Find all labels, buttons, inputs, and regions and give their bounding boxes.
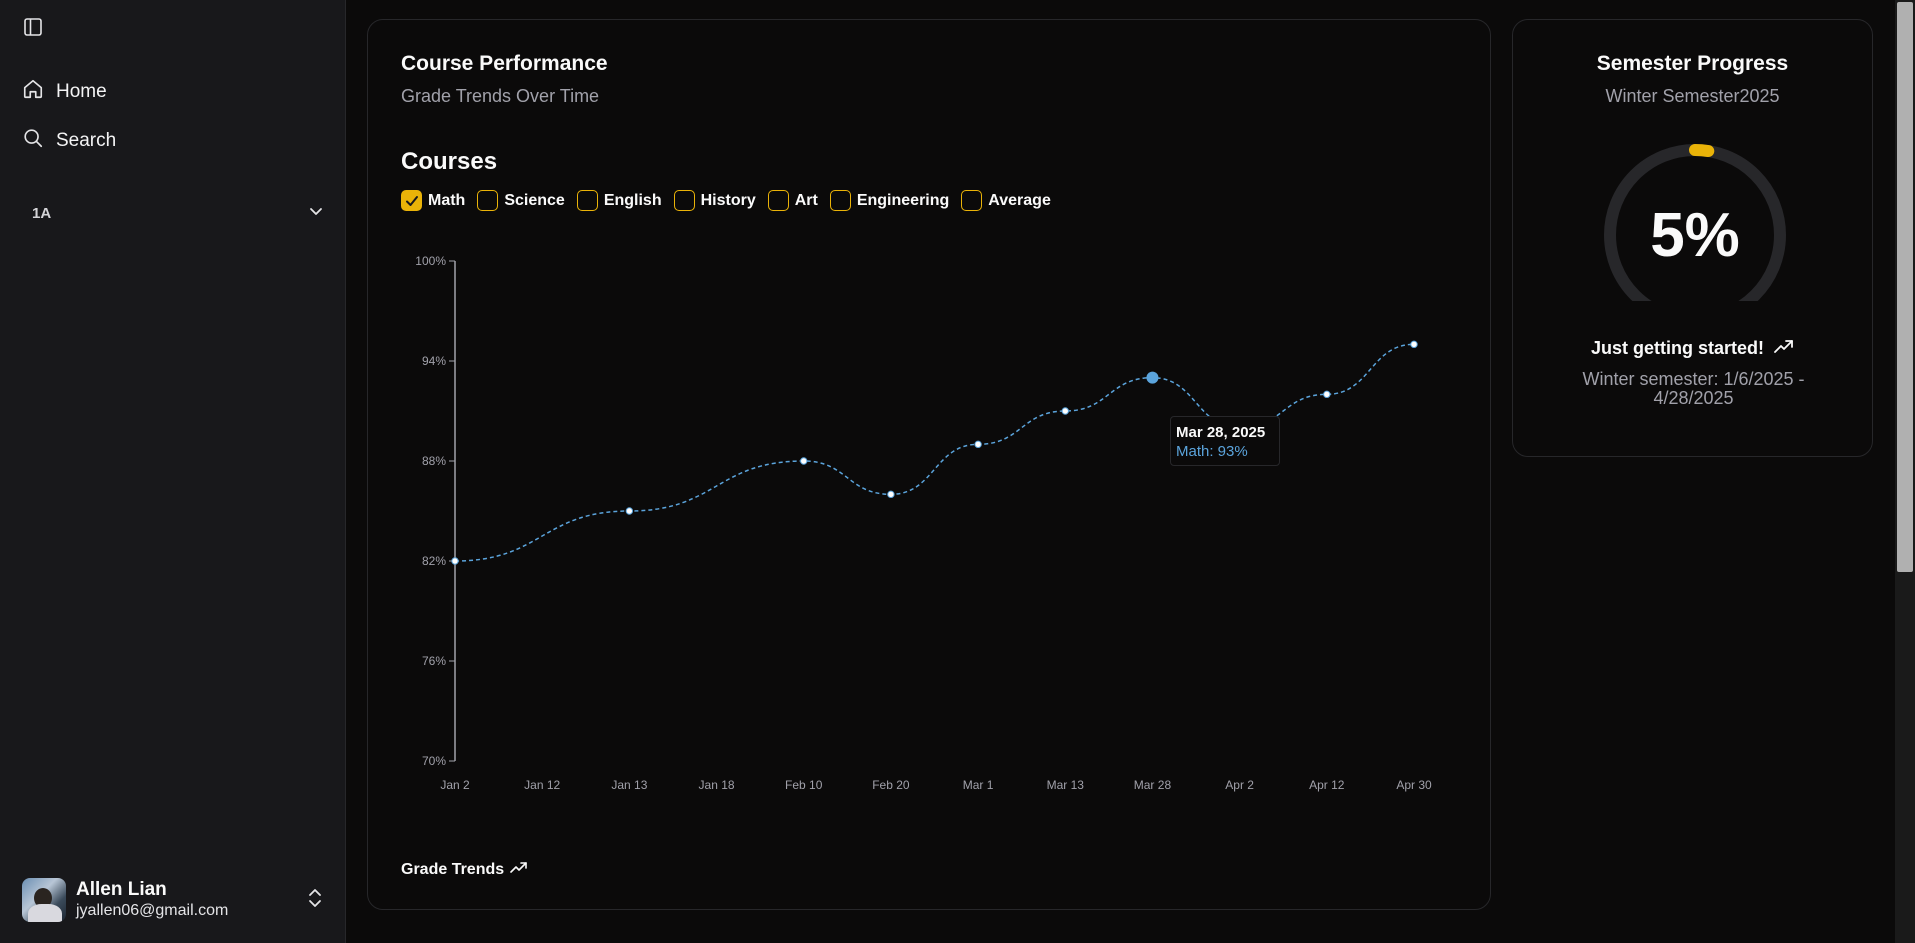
data-point [887, 490, 895, 499]
data-point [451, 557, 459, 565]
checkbox-english[interactable] [576, 190, 598, 211]
data-point [1323, 390, 1331, 399]
progress-percent: 5% [1650, 200, 1740, 270]
data-point [974, 440, 982, 449]
sidebar-item-label: Home [56, 81, 107, 102]
progress-status: Just getting started! [1513, 338, 1872, 359]
tooltip-date: Mar 28, 2025 [1176, 424, 1266, 441]
checkbox-math[interactable] [401, 190, 422, 211]
filter-history[interactable]: History [673, 190, 756, 211]
tooltip-value: Math: 93% [1176, 443, 1248, 460]
sidebar-toggle-icon[interactable] [22, 16, 44, 38]
x-tick-label: Jan 12 [524, 778, 560, 792]
grade-trend-chart: 70% 76% 82% 88% 94% 100% Jan 2 Jan 12 Jan 13 Jan … [415, 254, 1432, 792]
x-tick-label: Jan 18 [699, 778, 735, 792]
x-tick-label: Feb 10 [785, 778, 823, 792]
data-point [800, 457, 808, 465]
trending-up-icon [510, 860, 528, 879]
page-scrollbar[interactable] [1895, 0, 1915, 943]
filter-math[interactable]: Math [401, 190, 465, 211]
chevron-up-down-icon [306, 887, 324, 914]
filter-label: English [603, 191, 662, 209]
filter-label: Science [504, 191, 565, 209]
ring-mask [1600, 301, 1790, 330]
avatar [22, 878, 66, 922]
user-info: Allen Lian jyallen06@gmail.com [76, 879, 306, 921]
filter-art[interactable]: Art [767, 190, 818, 211]
filter-label: Average [988, 191, 1051, 209]
series-line-math [454, 343, 1415, 562]
x-tick-label: Mar 28 [1134, 778, 1172, 792]
filter-english[interactable]: English [576, 190, 662, 211]
x-tick-label: Jan 13 [611, 778, 647, 792]
filter-label: Math [428, 191, 466, 209]
y-tick-label: 82% [422, 554, 446, 568]
filter-science[interactable]: Science [477, 190, 565, 211]
card-title: Course Performance [401, 52, 608, 75]
x-tick-label: Apr 12 [1309, 778, 1345, 792]
data-point [1410, 340, 1418, 349]
progress-ring: 5% [1600, 140, 1790, 330]
x-tick-label: Feb 20 [872, 778, 910, 792]
data-point [625, 507, 634, 515]
semester-date-range: Winter semester: 1/6/2025 - 4/28/2025 [1582, 369, 1805, 408]
x-tick-label: Apr 2 [1225, 778, 1254, 792]
filter-average[interactable]: Average [961, 190, 1051, 211]
card-subtitle: Winter Semester2025 [1605, 86, 1780, 106]
trending-up-icon [1774, 338, 1794, 359]
y-tick-label: 88% [422, 454, 446, 468]
checkbox-history[interactable] [673, 190, 695, 211]
course-performance-card: Course Performance Grade Trends Over Tim… [367, 19, 1491, 910]
group-label: 1A [32, 204, 52, 222]
y-tick-label: 76% [422, 654, 446, 668]
filter-label: History [700, 191, 756, 209]
semester-progress-card: Semester Progress Winter Semester2025 5%… [1512, 19, 1873, 457]
courses-heading: Courses [401, 148, 498, 175]
search-icon [22, 127, 44, 155]
y-tick-label: 100% [415, 254, 446, 268]
y-tick-label: 94% [422, 354, 446, 368]
user-name: Allen Lian [76, 879, 167, 900]
scrollbar-thumb[interactable] [1897, 2, 1913, 572]
sidebar-item-label: Search [56, 130, 117, 151]
sidebar: Home Search 1A Allen Lian jyallen06@gmai… [0, 0, 346, 943]
x-tick-label: Jan 2 [440, 778, 470, 792]
checkbox-science[interactable] [477, 190, 499, 211]
grade-trends-footer: Grade Trends [401, 860, 528, 879]
checkbox-average[interactable] [961, 190, 983, 211]
x-tick-label: Mar 13 [1047, 778, 1085, 792]
user-menu[interactable]: Allen Lian jyallen06@gmail.com [22, 876, 324, 924]
card-title: Semester Progress [1596, 52, 1789, 75]
sidebar-item-home[interactable]: Home [22, 78, 107, 106]
status-text: Just getting started! [1590, 338, 1764, 358]
course-filters: Math Science English History Art Enginee… [401, 190, 1051, 211]
progress-ring-fill [1604, 144, 1786, 326]
data-point [1061, 407, 1069, 415]
checkbox-art[interactable] [767, 190, 789, 211]
x-tick-label: Mar 1 [963, 778, 994, 792]
chart-tooltip: Mar 28, 2025 Math: 93% [1170, 416, 1280, 466]
chevron-down-icon [308, 203, 324, 223]
sidebar-item-search[interactable]: Search [22, 127, 116, 155]
filter-label: Engineering [856, 191, 950, 209]
home-icon [22, 78, 44, 106]
checkbox-engineering[interactable] [829, 190, 851, 211]
card-subtitle: Grade Trends Over Time [401, 86, 600, 106]
x-tick-label: Apr 30 [1396, 778, 1432, 792]
filter-engineering[interactable]: Engineering [829, 190, 950, 211]
y-tick-label: 70% [422, 754, 446, 768]
user-email: jyallen06@gmail.com [76, 902, 229, 919]
filter-label: Art [794, 191, 818, 209]
footer-label: Grade Trends [401, 860, 505, 878]
active-data-point [1146, 371, 1159, 384]
sidebar-group-1a[interactable]: 1A [32, 200, 324, 226]
